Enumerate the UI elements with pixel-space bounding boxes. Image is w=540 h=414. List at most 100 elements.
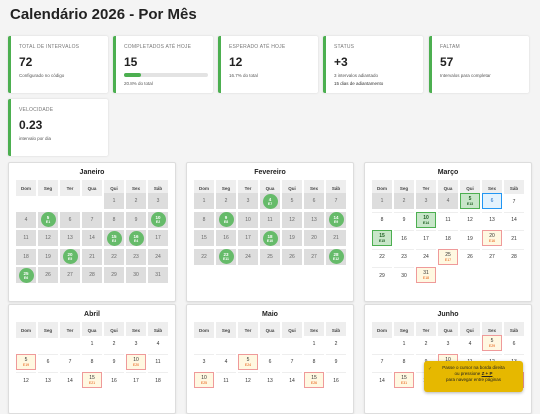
day-completed: 23 E11: [216, 248, 236, 265]
stat-card: TOTAL DE INTERVALOS 72 Configurado no códi…: [8, 36, 108, 93]
weekday-header: Qua: [260, 322, 280, 338]
stat-value: 57: [440, 55, 454, 69]
day-future: 7: [282, 353, 302, 370]
day-completed: 28 E12: [326, 248, 346, 265]
day-future: 12: [460, 211, 480, 228]
day-scheduled: 15 E21: [82, 372, 102, 388]
completed-marker: 4 E7: [262, 193, 278, 209]
day-scheduled: 25 E17: [438, 248, 458, 265]
day-past: 27: [304, 248, 324, 265]
day-future: 2: [326, 335, 346, 351]
day-future: 14: [372, 372, 392, 388]
day-future: 17: [416, 230, 436, 246]
completed-marker: 20 E5: [62, 249, 78, 264]
day-past: 1: [104, 193, 124, 209]
day-future: 3: [438, 335, 458, 351]
completed-marker: 14 E9: [328, 212, 344, 227]
day-past: 8: [194, 211, 214, 228]
day-future: 14: [282, 372, 302, 388]
day-past: 21: [82, 248, 102, 265]
stat-label: TOTAL DE INTERVALOS: [19, 44, 80, 50]
day-completed: 15 E3: [104, 230, 124, 246]
day-future: 1: [304, 335, 324, 351]
day-past: 22: [104, 248, 124, 265]
progress-bar: [124, 73, 208, 77]
check-icon: ✓: [428, 366, 433, 372]
weekday-header: Dom: [372, 180, 392, 196]
day-past: 1: [372, 193, 392, 209]
day-future: 24: [416, 248, 436, 265]
month-title: Março: [437, 169, 459, 176]
day-future: 3: [194, 353, 214, 370]
day-past: 6: [60, 211, 80, 228]
weekday-header: Sex: [482, 322, 502, 338]
day-future: 26: [460, 248, 480, 265]
day-past: 12: [38, 230, 58, 246]
day-completed: 18 E10: [260, 230, 280, 246]
day-future: 6: [260, 353, 280, 370]
day-past: 8: [104, 211, 124, 228]
day-past: 25: [260, 248, 280, 265]
day-scheduled: 10 E20: [126, 353, 146, 370]
completed-marker: 9 E8: [218, 212, 234, 227]
stat-label: COMPLETADOS ATÉ HOJE: [124, 44, 192, 50]
day-past: 3: [148, 193, 168, 209]
stat-subtext: 3 intervalos adiantado: [334, 73, 379, 78]
day-future: 6: [38, 353, 58, 370]
weekday-header: Dom: [16, 180, 36, 196]
day-future: 19: [460, 230, 480, 246]
day-scheduled: 5 E24: [238, 353, 258, 370]
day-past: 2: [394, 193, 414, 209]
stat-value: 72: [19, 55, 33, 69]
day-completed: 20 E5: [60, 248, 80, 265]
day-future: 13: [38, 372, 58, 388]
day-future: 28: [504, 248, 524, 265]
day-completed: 25 E6: [16, 267, 36, 283]
day-future: 4: [460, 335, 480, 351]
day-future: 6: [504, 335, 524, 351]
day-past: 31: [148, 267, 168, 283]
day-completed: 9 E8: [216, 211, 236, 228]
day-future: 11: [148, 353, 168, 370]
stat-card: ESPERADO ATÉ HOJE 12 16.7% do total: [218, 36, 318, 93]
weekday-header: Qua: [82, 322, 102, 338]
weekday-header: Seg: [394, 322, 414, 338]
completed-marker: 18 E10: [262, 230, 278, 246]
weekday-header: Sex: [304, 180, 324, 196]
weekday-header: Ter: [60, 180, 80, 196]
day-future: 16: [394, 230, 414, 246]
day-future: 18: [148, 372, 168, 388]
weekday-header: Qua: [82, 180, 102, 196]
weekday-header: Sex: [304, 322, 324, 338]
day-past: 5: [282, 193, 302, 209]
day-future: 14: [504, 211, 524, 228]
day-future: 13: [482, 211, 502, 228]
day-past: 24: [148, 248, 168, 265]
day-past: 29: [104, 267, 124, 283]
weekday-header: Sáb: [504, 322, 524, 338]
day-scheduled: 5 E29: [482, 335, 502, 351]
tooltip-line1: Passe o cursor na borda direita: [442, 365, 505, 370]
weekday-header: Ter: [416, 180, 436, 196]
day-future: 8: [372, 211, 392, 228]
stat-value: 0.23: [19, 118, 43, 132]
weekday-header: Dom: [194, 322, 214, 338]
day-future: 16: [326, 372, 346, 388]
weekday-header: Sáb: [326, 322, 346, 338]
day-past: 11: [16, 230, 36, 246]
day-completed-recent: 10 E14: [416, 211, 436, 228]
completed-marker: 16 E4: [128, 230, 144, 246]
day-future: 23: [394, 248, 414, 265]
day-future: 1: [394, 335, 414, 351]
day-future: 2: [104, 335, 124, 351]
day-past: 22: [194, 248, 214, 265]
stat-card: VELOCIDADE 0.23 intervalo por dia: [8, 99, 108, 156]
day-today: 6: [482, 193, 502, 209]
day-future: 8: [304, 353, 324, 370]
weekday-header: Qui: [282, 180, 302, 196]
day-future: 1: [82, 335, 102, 351]
weekday-header: Dom: [194, 180, 214, 196]
day-future: 4: [148, 335, 168, 351]
day-future: 2: [416, 335, 436, 351]
day-future: 29: [372, 267, 392, 283]
